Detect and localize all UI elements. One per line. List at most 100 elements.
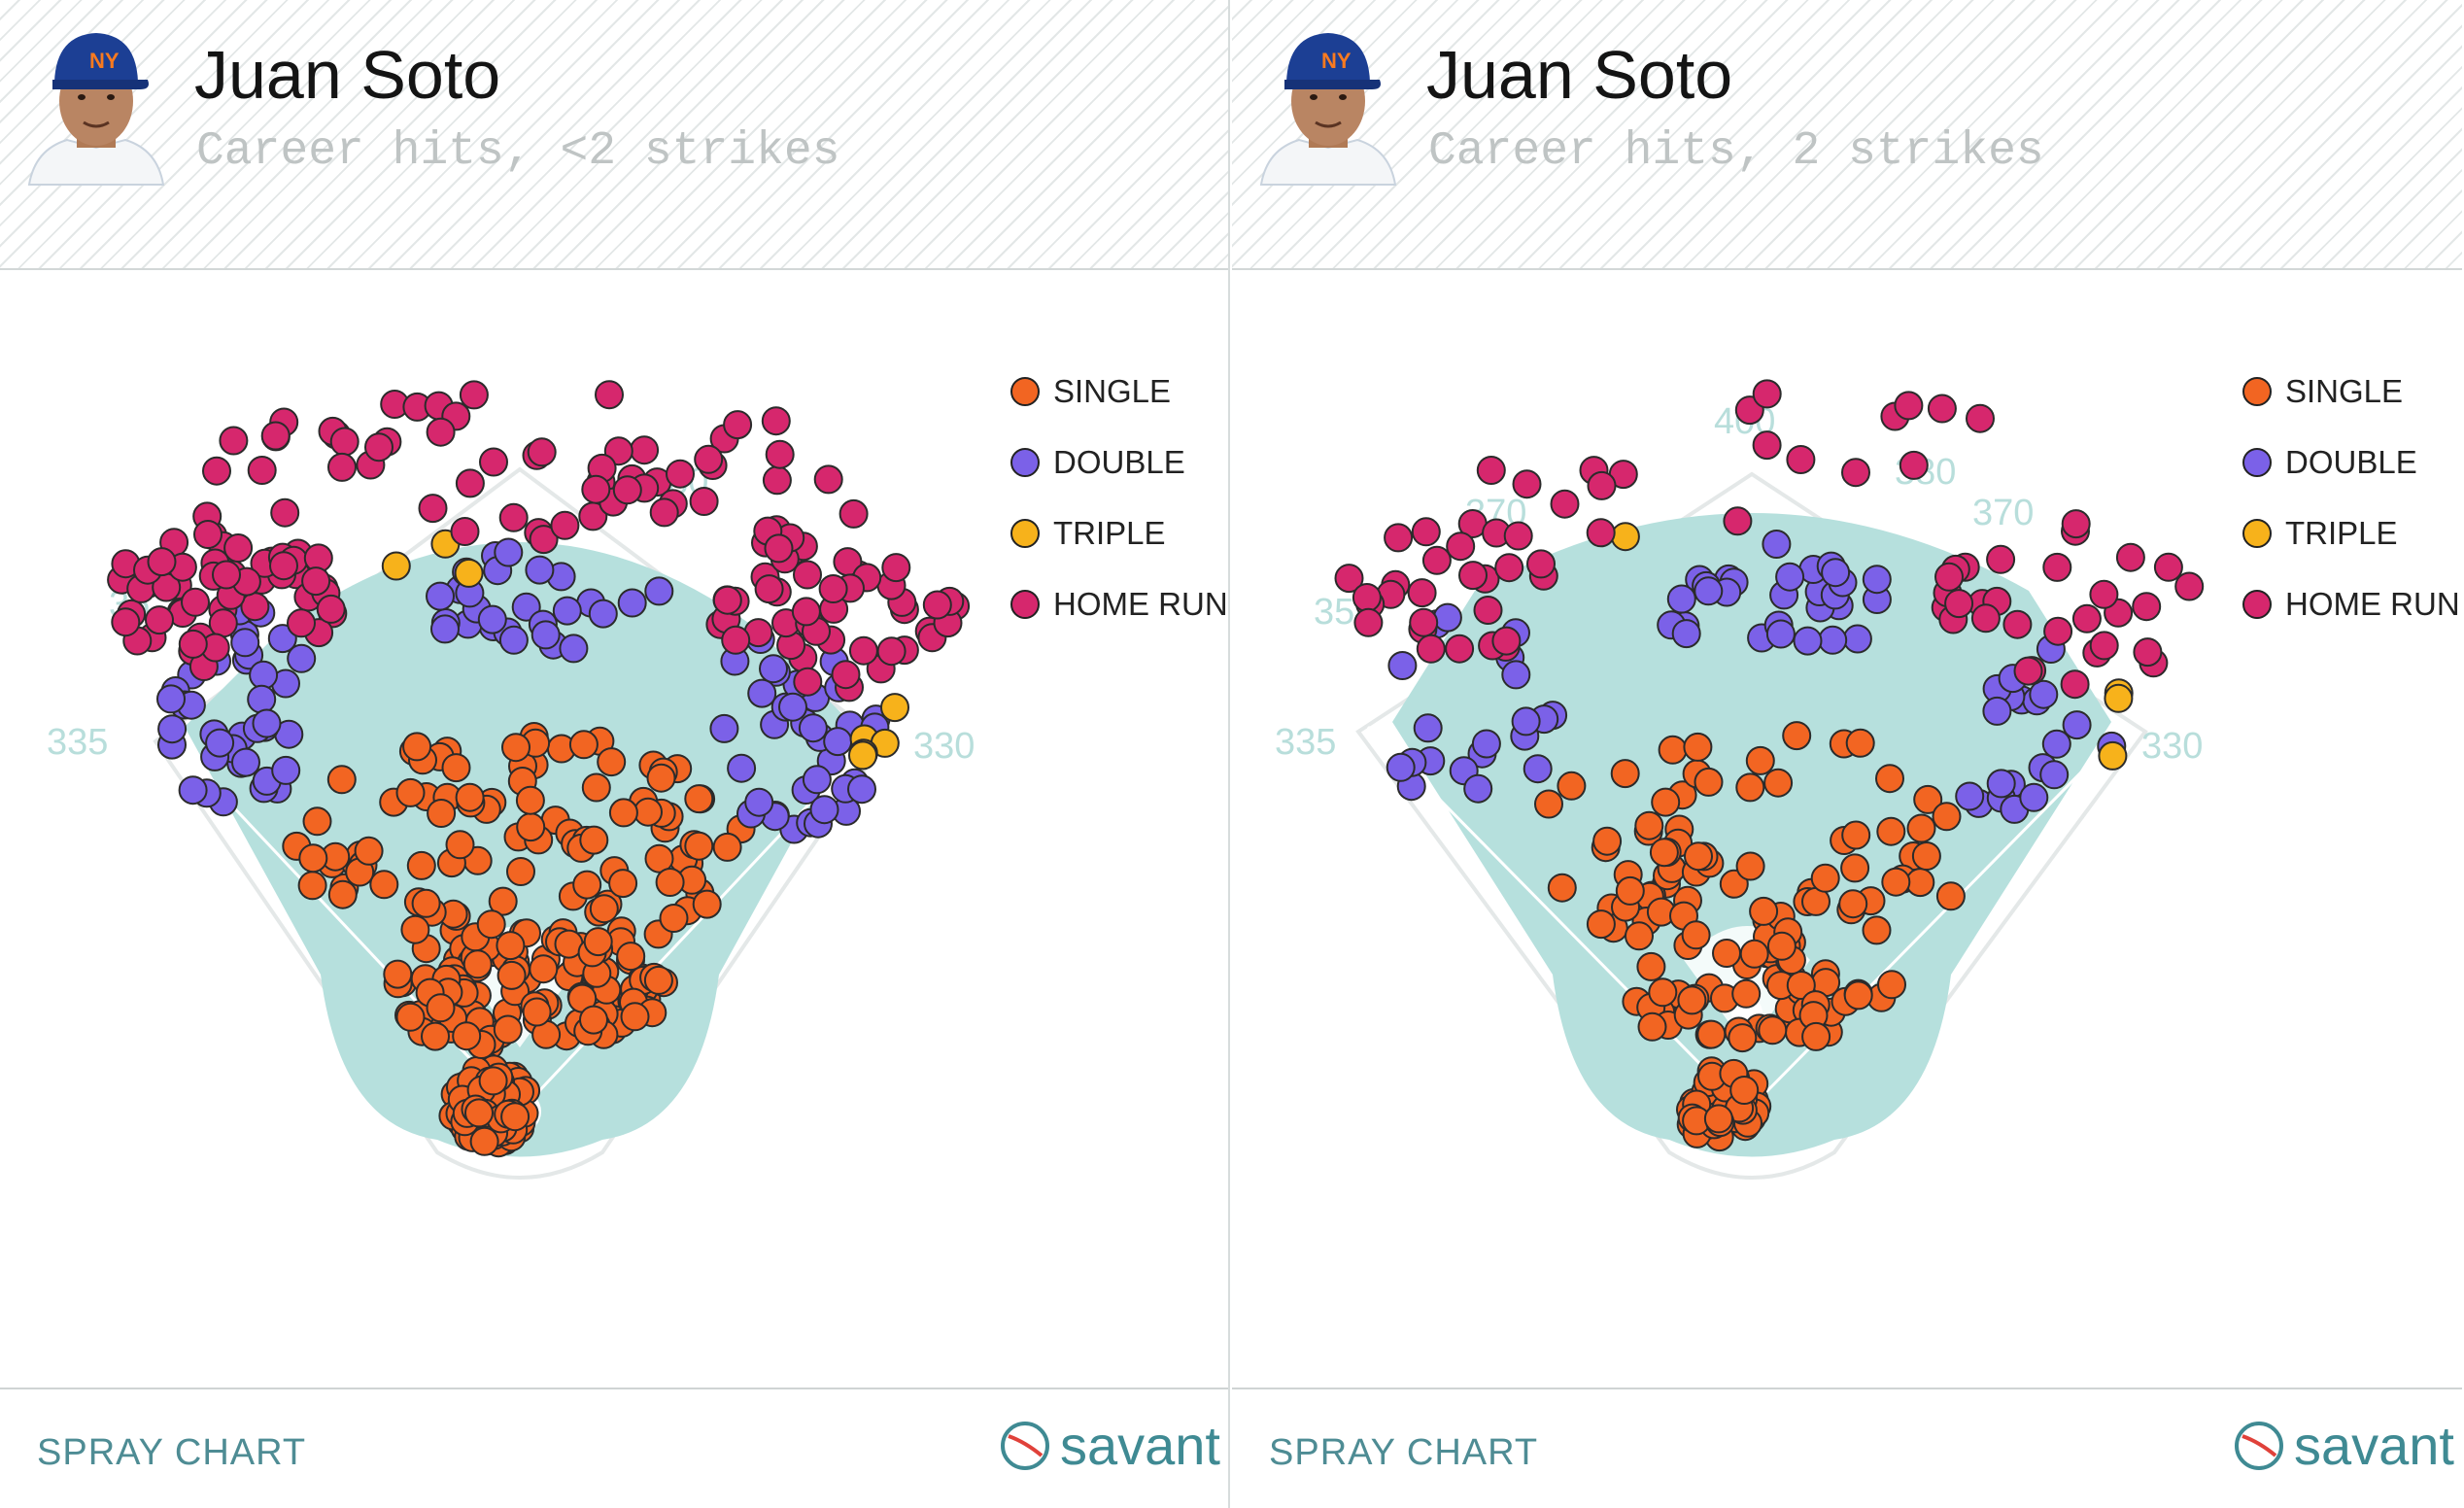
hit-dot-double [1986,769,2016,799]
hit-dot-single [579,1005,608,1035]
hit-dot-home-run [426,417,456,447]
hit-dot-home-run [694,444,724,474]
hit-dot-home-run [2060,669,2090,700]
hit-dot-home-run [111,607,141,637]
hit-dot-home-run [2153,552,2183,582]
distance-label-rf: 330 [2141,726,2203,767]
hit-dot-single [469,1126,499,1156]
legend-item-triple: TRIPLE [1010,497,1228,568]
hit-dot-single [1729,1076,1760,1105]
distance-label-rf: 330 [913,726,975,767]
hit-dot-single [298,843,328,874]
hit-dot-single [1728,1023,1758,1053]
hit-dot-double [1762,530,1792,559]
hit-dot-home-run [2013,656,2043,686]
hit-dot-double [727,753,757,783]
hit-dot-home-run [1899,450,1929,480]
hit-dot-single [302,806,332,837]
hit-dot-double [1818,625,1848,655]
panel-footer: SPRAY CHART savant [0,1388,1228,1508]
hit-dot-home-run [202,456,231,486]
hit-dot-home-run [269,551,298,581]
hit-dot-single [1648,977,1678,1008]
hit-dot-double [230,628,260,658]
hit-dot-triple [2098,740,2128,771]
hit-dot-home-run [1407,578,1437,608]
hit-dot-single [1745,745,1775,775]
legend-label: HOME RUN [2285,585,2460,622]
hit-dot-single [395,777,426,807]
hit-dot-home-run [612,475,642,505]
hit-dot-double [252,708,282,738]
hit-dot-single [1935,881,1966,911]
legend-item-single: SINGLE [2242,356,2460,427]
legend-swatch [1010,518,1040,548]
hit-dot-single [1906,813,1936,843]
hit-dot-home-run [630,435,660,465]
hit-dot-home-run [1512,469,1542,499]
distance-label-lf: 335 [47,722,108,763]
hit-dot-home-run [2089,631,2119,661]
hit-dot-single [421,1021,450,1051]
panel-header: NY Juan Soto Career hits, <2 strikes [0,0,1228,270]
hit-dot-single [478,1066,508,1096]
legend-item-double: DOUBLE [2242,427,2460,497]
hit-dot-single [402,732,432,762]
savant-wordmark: savant [1060,1415,1220,1476]
hit-dot-single [1735,772,1765,803]
hit-dot-double [1821,558,1851,588]
hit-dot-single [1677,985,1707,1015]
hit-dot-single [1681,920,1711,950]
field-foul-territory [1355,471,2148,1180]
hit-dot-home-run [1458,561,1488,591]
hit-dot-home-run [1944,589,1974,619]
hit-dot-double [530,620,561,650]
hit-dot-double [1387,651,1418,680]
hit-dot-single [1636,951,1666,981]
hit-dot-single [445,830,475,860]
savant-logo[interactable]: savant [2234,1419,2454,1473]
hit-dot-double [477,604,507,634]
hit-dot-home-run [595,380,624,410]
hit-dot-single [1881,867,1911,897]
hit-dot-home-run [364,432,394,463]
savant-logo[interactable]: savant [1000,1419,1220,1473]
hit-dot-single [1557,771,1587,801]
hit-dot-single [1862,915,1892,945]
hit-dot-home-run [1446,531,1476,562]
hit-dot-home-run [1752,379,1782,409]
hit-dot-double [809,795,839,825]
hit-dot-single [1586,909,1616,940]
hit-dot-home-run [1786,445,1816,474]
hit-dot-single [1801,1021,1831,1051]
hit-dot-triple [454,558,484,588]
hit-dot-double [798,713,828,743]
hit-dot-single [506,857,535,886]
hit-dot-single [579,825,609,855]
hit-dot-home-run [329,427,359,457]
hit-dot-double [1463,773,1493,804]
hit-dot-double [494,537,524,567]
distance-label-rc2: 370 [1972,493,2034,533]
hit-dot-single [1615,875,1645,906]
hit-dot-home-run [1752,430,1782,461]
legend-label: SINGLE [2285,372,2404,409]
hit-dot-single [496,931,526,961]
hit-dot-single [1782,721,1812,751]
footer-label: SPRAY CHART [1269,1432,1539,1473]
hit-dot-double [247,684,277,714]
hit-dot-home-run [247,456,277,485]
baseball-icon [2235,1422,2283,1470]
baseball-icon [1001,1422,1049,1470]
hit-dot-double [1765,619,1796,649]
hit-dot-home-run [721,625,751,655]
hit-dot-double [205,728,235,758]
hit-dot-home-run [459,380,489,410]
hit-dot-single [400,914,430,944]
legend-swatch [2242,447,2272,477]
hit-dot-double [267,624,297,654]
hit-dot-home-run [327,452,357,482]
hit-dot-home-run [791,597,821,627]
legend-swatch [1010,376,1040,406]
hit-dot-single [712,832,742,862]
